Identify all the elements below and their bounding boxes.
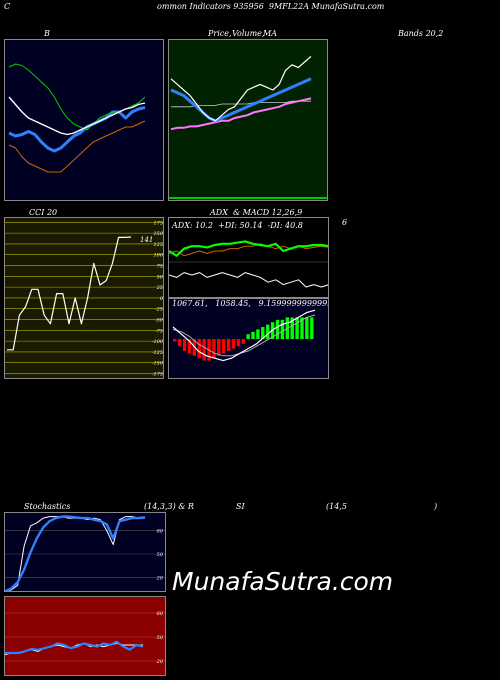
macd-histogram-bar bbox=[173, 339, 177, 342]
stoch-tick-label: 50 bbox=[157, 552, 164, 558]
cci-tick-label: 25 bbox=[156, 285, 163, 291]
cci-tick-label: 50 bbox=[157, 274, 164, 280]
label-price: Price, bbox=[208, 29, 232, 38]
bollinger-price-line bbox=[8, 96, 146, 136]
macd-histogram-bar bbox=[197, 339, 201, 359]
stoch-tick-label: 80 bbox=[157, 529, 164, 535]
bollinger-middle-line bbox=[8, 106, 146, 153]
label-six: 6 bbox=[342, 218, 348, 227]
cci-tick-label: 150 bbox=[153, 231, 163, 237]
macd-histogram-bar bbox=[246, 334, 250, 339]
price-ma-chart bbox=[169, 55, 327, 199]
cci-tick-label: -25 bbox=[155, 307, 163, 313]
adx-panel: ADX: 10.2 +DI: 50.14 -DI: 40.8 bbox=[168, 217, 329, 298]
cci-tick-label: 175 bbox=[153, 220, 163, 226]
adx-chart bbox=[169, 240, 328, 288]
cci-panel: 175 150 125 100 75 50 25 0 -25 -50 -75 -100 -125 -150… bbox=[4, 217, 164, 379]
label-adx-macd: ADX & MACD 12,26,9 bbox=[210, 208, 303, 217]
macd-panel: 1067.61, 1058.45, 9.1599999999999 bbox=[168, 298, 329, 379]
label-stochastics: Stochastics bbox=[24, 502, 71, 511]
adx-line bbox=[169, 272, 328, 288]
cci-tick-label: 100 bbox=[153, 253, 163, 259]
adx-minus-di-line bbox=[169, 243, 328, 257]
cci-last-value-label: 141 bbox=[140, 236, 153, 244]
label-volume: Volume, bbox=[232, 29, 265, 38]
rsi-chart: 80 50 20 bbox=[5, 611, 165, 665]
macd-histogram-bar bbox=[177, 339, 182, 347]
macd-histogram-bar bbox=[305, 317, 309, 339]
stoch-tick-label: 20 bbox=[156, 575, 164, 581]
stoch-k-line bbox=[5, 515, 146, 591]
page-title: ommon Indicators 935956 9MFL22A MunafaSu… bbox=[157, 2, 385, 11]
macd-histogram-bar bbox=[231, 339, 236, 349]
macd-histogram-bar bbox=[266, 324, 270, 339]
macd-histogram-bar bbox=[295, 317, 299, 339]
macd-line bbox=[172, 309, 316, 362]
macd-histogram-bar bbox=[300, 317, 304, 339]
cci-tick-label: -75 bbox=[155, 328, 163, 334]
macd-readout: 1067.61, 1058.45, 9.1599999999999 bbox=[172, 299, 329, 308]
bollinger-lower-band bbox=[8, 120, 146, 173]
cci-tick-label: 125 bbox=[153, 242, 163, 248]
price-ma-long bbox=[170, 97, 312, 131]
label-paren: ) bbox=[434, 502, 438, 511]
macd-histogram-bar bbox=[217, 339, 221, 356]
cci-tick-label: -150 bbox=[152, 361, 164, 367]
macd-histogram-bar bbox=[236, 339, 241, 347]
macd-histogram-bar bbox=[182, 339, 187, 351]
macd-histogram-bar bbox=[202, 339, 206, 361]
price-ma-short bbox=[170, 77, 312, 123]
macd-histogram-bar bbox=[251, 331, 255, 339]
cci-tick-label: -100 bbox=[152, 339, 164, 345]
macd-histogram-bar bbox=[256, 329, 260, 339]
label-bollinger: B bbox=[44, 29, 50, 38]
cci-tick-label: -50 bbox=[155, 318, 164, 324]
macd-histogram-bar bbox=[261, 327, 265, 339]
macd-chart bbox=[172, 309, 316, 362]
label-stoch-params: (14,3,3) & R bbox=[144, 502, 194, 511]
bollinger-panel bbox=[4, 39, 164, 201]
label-cci: CCI 20 bbox=[29, 208, 58, 217]
cci-tick-label: -125 bbox=[152, 350, 163, 356]
rsi-tick-label: 20 bbox=[156, 659, 164, 665]
rsi-line bbox=[5, 640, 144, 655]
macd-histogram-bar bbox=[290, 317, 294, 339]
adx-plus-di-line bbox=[169, 240, 328, 257]
label-si: SI bbox=[236, 502, 245, 511]
stochastics-panel: 80 50 20 bbox=[4, 512, 166, 592]
macd-histogram-bar bbox=[280, 319, 285, 339]
label-ma: MA bbox=[263, 29, 277, 38]
macd-histogram-bar bbox=[310, 317, 314, 339]
cci-tick-label: 75 bbox=[157, 264, 163, 270]
macd-histogram-bar bbox=[241, 339, 245, 344]
bollinger-chart bbox=[8, 63, 146, 173]
label-bands: Bands 20,2 bbox=[398, 29, 444, 38]
price-line bbox=[170, 55, 312, 122]
bollinger-upper-band bbox=[8, 63, 146, 131]
cci-line bbox=[7, 236, 132, 351]
cci-chart: 175 150 125 100 75 50 25 0 -25 -50 -75 -100 -125 -150… bbox=[5, 220, 164, 378]
rsi-tick-label: 80 bbox=[157, 611, 164, 617]
price-ma-panel bbox=[168, 39, 328, 201]
cci-tick-label: 0 bbox=[160, 296, 164, 302]
rsi-panel: 80 50 20 bbox=[4, 596, 166, 676]
watermark: MunafaSutra.com bbox=[172, 567, 394, 596]
label-rsi-params: (14,5 bbox=[326, 502, 347, 511]
macd-histogram-bar bbox=[187, 339, 192, 354]
macd-histogram-bar bbox=[222, 339, 226, 354]
macd-histogram-bar bbox=[212, 339, 216, 359]
header-prefix: C bbox=[4, 2, 11, 11]
stochastics-chart: 80 50 20 bbox=[5, 515, 165, 591]
macd-histogram-bar bbox=[275, 319, 280, 339]
cci-tick-label: -175 bbox=[152, 372, 163, 378]
macd-histogram-bar bbox=[226, 339, 231, 351]
adx-readout: ADX: 10.2 +DI: 50.14 -DI: 40.8 bbox=[172, 221, 303, 230]
rsi-tick-label: 50 bbox=[157, 635, 164, 641]
macd-signal-line bbox=[172, 314, 316, 357]
